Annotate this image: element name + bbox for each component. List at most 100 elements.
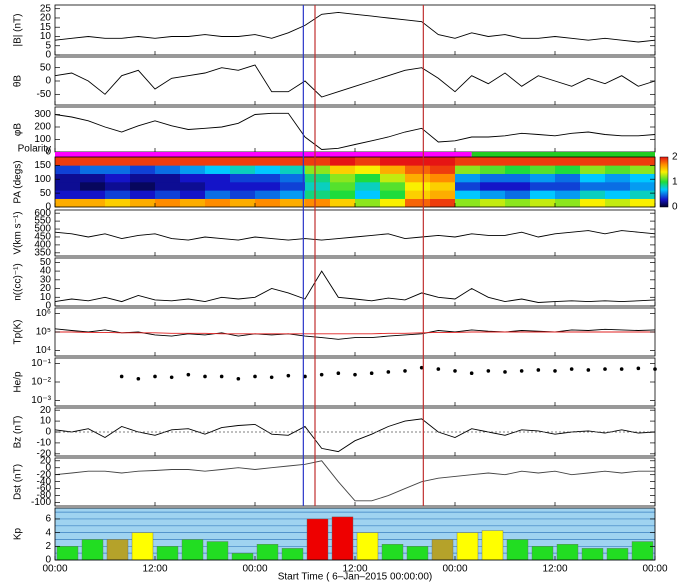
kp-bar <box>281 548 304 561</box>
spectrogram-cell <box>255 182 281 191</box>
spectrogram-cell <box>80 198 106 208</box>
y-tick-label: 0 <box>45 202 51 213</box>
spectrogram-cell <box>505 173 531 183</box>
spectrogram-cell <box>455 157 481 166</box>
spectrogram-cell <box>505 190 531 199</box>
spectrogram-cell <box>380 165 406 174</box>
spectrogram-cell <box>55 190 81 199</box>
data-point <box>219 374 224 379</box>
spectrogram-cell <box>130 190 156 199</box>
data-point <box>503 370 507 374</box>
spectrogram-cell <box>255 190 281 199</box>
data-point <box>336 371 341 375</box>
spectrogram-cell <box>380 190 406 199</box>
spectrogram-cell <box>405 190 431 199</box>
y-tick-label: 50 <box>40 188 52 199</box>
spectrogram-cell <box>155 182 181 191</box>
data-line <box>54 270 656 303</box>
spectrogram-cell <box>630 165 656 174</box>
y-tick-label: 200 <box>34 122 51 133</box>
spectrogram-cell <box>405 182 431 191</box>
y-axis-label: φB <box>13 123 24 136</box>
spectrogram-cell <box>630 198 656 208</box>
spectrogram-cell <box>580 173 606 183</box>
y-tick-label: 10⁻¹ <box>31 358 51 369</box>
spectrogram-cell <box>80 182 106 191</box>
spectrogram-cell <box>330 157 356 166</box>
spectrogram-cell <box>430 190 456 199</box>
y-tick-label: 10⁶ <box>36 308 51 319</box>
spectrogram-cell <box>130 182 156 191</box>
spectrogram-cell <box>180 165 206 174</box>
y-tick-label: 20 <box>40 455 52 466</box>
y-tick-label: 600 <box>34 208 51 219</box>
spectrogram-cell <box>305 165 331 174</box>
spectrogram-cell <box>205 173 231 183</box>
y-tick-label: 15 <box>40 22 52 33</box>
data-line <box>54 418 656 453</box>
kp-bar <box>56 546 79 561</box>
y-tick-label: -80 <box>37 490 52 501</box>
kp-bar <box>156 546 179 561</box>
kp-bar <box>631 541 654 561</box>
spectrogram-cell <box>555 173 581 183</box>
spectrogram-cell <box>530 157 556 166</box>
y-tick-label: 10⁵ <box>36 327 51 338</box>
y-tick-label: 20 <box>40 405 52 416</box>
spectrogram-cell <box>480 173 506 183</box>
y-axis-label: n((cc)⁻¹) <box>13 263 24 301</box>
spectrogram-cell <box>130 198 156 208</box>
spectrogram-cell <box>280 182 306 191</box>
spectrogram-cell <box>255 157 281 166</box>
y-tick-label: 100 <box>34 174 51 185</box>
spectrogram-cell <box>630 173 656 183</box>
spectrogram-cell <box>55 157 81 166</box>
spectrogram-cell <box>455 190 481 199</box>
spectrogram-cell <box>405 157 431 166</box>
spectrogram-cell <box>205 190 231 199</box>
data-line <box>54 230 656 241</box>
spectrogram-cell <box>230 182 256 191</box>
data-line <box>54 460 655 502</box>
spectrogram-cell <box>80 157 106 166</box>
panel-frame <box>54 4 656 56</box>
data-point <box>486 369 491 373</box>
x-tick-label: 00:00 <box>642 564 667 575</box>
data-point <box>453 369 457 373</box>
panel-frame <box>54 56 656 106</box>
kp-bar <box>506 539 529 561</box>
y-tick-label: 10 <box>40 31 52 42</box>
kp-bar <box>531 546 554 561</box>
spectrogram-cell <box>605 173 631 183</box>
spectrogram-cell <box>205 165 231 174</box>
spectrogram-cell <box>480 198 506 208</box>
data-point <box>303 374 307 379</box>
spectrogram-cell <box>80 190 106 199</box>
spectrogram-cell <box>430 198 456 208</box>
y-tick-label: 4 <box>45 527 51 538</box>
polarity-segment <box>471 152 655 157</box>
kp-bar <box>181 539 204 561</box>
spectrogram-cell <box>105 173 131 183</box>
y-tick-label: 30 <box>40 274 52 285</box>
spectrogram-cell <box>380 182 406 191</box>
y-axis-label: |B| (nT) <box>13 14 24 47</box>
spectrogram-cell <box>255 198 281 208</box>
x-tick-label: 12:00 <box>142 564 167 575</box>
spectrogram-cell <box>355 182 381 191</box>
spectrogram-cell <box>380 173 406 183</box>
spectrogram-cell <box>530 182 556 191</box>
spectrogram-cell <box>280 157 306 166</box>
kp-bar <box>331 516 354 561</box>
spectrogram-cell <box>305 182 331 191</box>
y-tick-label: 0 <box>45 555 51 566</box>
spectrogram-cell <box>505 157 531 166</box>
spectrogram-cell <box>405 173 431 183</box>
spectrogram-cell <box>155 173 181 183</box>
data-point <box>619 367 624 371</box>
spectrogram-cell <box>130 165 156 174</box>
spectrogram-cell <box>230 173 256 183</box>
spectrogram-cell <box>555 198 581 208</box>
kp-bar <box>581 548 604 561</box>
y-axis-label: He/p <box>13 371 24 393</box>
